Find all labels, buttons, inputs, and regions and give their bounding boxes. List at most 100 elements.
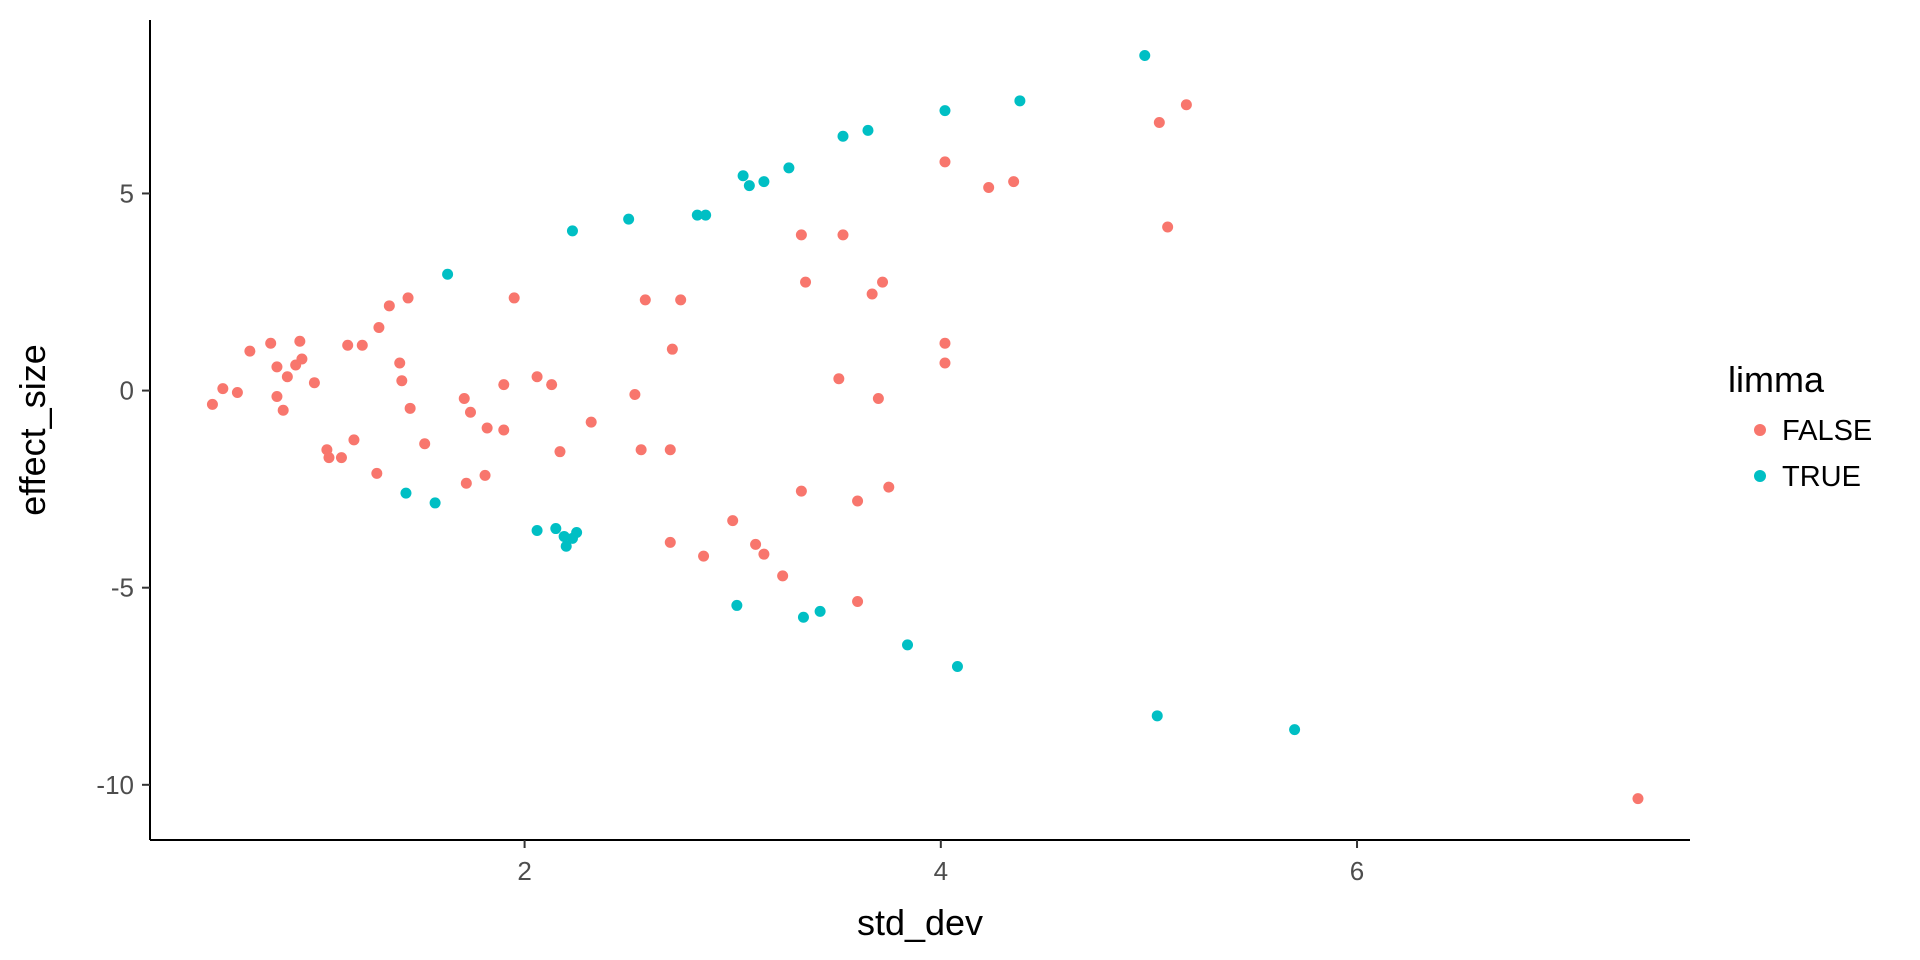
data-point-false (983, 182, 995, 194)
data-point-false (852, 595, 864, 607)
data-point-false (371, 467, 383, 479)
data-point-false (1632, 793, 1644, 805)
data-point-false (348, 434, 360, 446)
data-point-false (852, 495, 864, 507)
data-point-false (727, 515, 739, 527)
legend: limma FALSE TRUE (1728, 359, 1872, 493)
data-point-false (675, 294, 687, 306)
data-point-true (737, 170, 749, 182)
data-point-false (402, 292, 414, 304)
data-point-false (777, 570, 789, 582)
data-point-false (404, 402, 416, 414)
data-point-false (939, 156, 951, 168)
y-tick-label: 0 (120, 376, 134, 406)
data-point-false (323, 452, 335, 464)
data-point-false (800, 276, 812, 288)
data-point-true (743, 180, 755, 192)
data-point-false (308, 377, 320, 389)
data-point-false (554, 446, 566, 458)
data-point-true (758, 176, 770, 188)
data-point-false (639, 294, 651, 306)
data-point-true (1139, 49, 1151, 61)
data-point-false (271, 361, 283, 373)
data-point-false (271, 390, 283, 402)
data-point-true (783, 162, 795, 174)
data-point-false (481, 422, 493, 434)
plot-area: 2 4 6 5 0 -5 -10 (96, 20, 1690, 886)
data-point-false (585, 416, 597, 428)
data-point-false (296, 353, 308, 365)
x-tick-label: 2 (517, 856, 531, 886)
data-point-false (837, 229, 849, 241)
data-point-false (664, 536, 676, 548)
data-point-true (560, 540, 572, 552)
data-point-false (206, 398, 218, 410)
data-points (206, 49, 1644, 805)
data-point-false (1153, 117, 1165, 128)
data-point-false (335, 452, 347, 464)
data-point-false (877, 276, 889, 288)
y-axis-title: effect_size (12, 344, 53, 515)
data-point-false (231, 387, 243, 399)
data-point-false (546, 379, 558, 391)
data-point-true (1289, 724, 1301, 736)
data-point-true (1014, 95, 1026, 107)
legend-key-false (1754, 424, 1766, 436)
y-tick-label: -10 (96, 770, 134, 800)
data-point-false (464, 406, 476, 418)
data-point-true (814, 605, 826, 617)
data-point-true (862, 124, 874, 136)
data-point-true (1151, 710, 1163, 722)
data-point-false (383, 300, 395, 312)
data-point-false (460, 477, 472, 489)
data-point-true (797, 611, 809, 623)
y-axis-ticks: 5 0 -5 -10 (96, 178, 150, 800)
data-point-true (691, 209, 703, 221)
data-point-true (531, 525, 543, 537)
data-point-false (342, 339, 354, 351)
data-point-false (795, 229, 807, 241)
data-point-true (951, 661, 963, 673)
data-point-false (939, 337, 951, 349)
data-point-false (666, 343, 678, 355)
data-point-true (550, 523, 562, 535)
data-point-false (629, 389, 641, 401)
data-point-false (394, 357, 406, 369)
data-point-false (795, 485, 807, 497)
x-axis-title: std_dev (857, 902, 983, 943)
data-point-true (442, 268, 454, 280)
data-point-false (939, 357, 951, 369)
y-tick-label: -5 (111, 573, 134, 603)
data-point-false (217, 383, 229, 395)
data-point-false (664, 444, 676, 456)
data-point-true (429, 497, 441, 509)
data-point-false (356, 339, 368, 351)
legend-label-false: FALSE (1782, 415, 1872, 447)
y-tick-label: 5 (120, 178, 134, 208)
x-axis-ticks: 2 4 6 (517, 840, 1364, 886)
data-point-false (373, 322, 385, 333)
data-point-false (508, 292, 520, 304)
legend-title: limma (1728, 359, 1825, 400)
data-point-false (866, 288, 878, 300)
data-point-false (698, 550, 710, 562)
data-point-false (396, 375, 408, 387)
data-point-false (244, 345, 256, 357)
data-point-false (419, 438, 431, 450)
data-point-false (265, 337, 277, 349)
data-point-false (883, 481, 895, 493)
x-tick-label: 4 (934, 856, 948, 886)
data-point-false (758, 548, 770, 560)
legend-key-true (1754, 470, 1766, 482)
data-point-false (1162, 221, 1174, 233)
data-point-false (531, 371, 543, 383)
data-point-true (939, 105, 951, 117)
data-point-false (635, 444, 647, 456)
data-point-false (1180, 99, 1192, 111)
legend-items: FALSE TRUE (1754, 415, 1872, 493)
data-point-true (400, 487, 412, 499)
data-point-false (498, 379, 510, 391)
data-point-false (277, 404, 289, 416)
